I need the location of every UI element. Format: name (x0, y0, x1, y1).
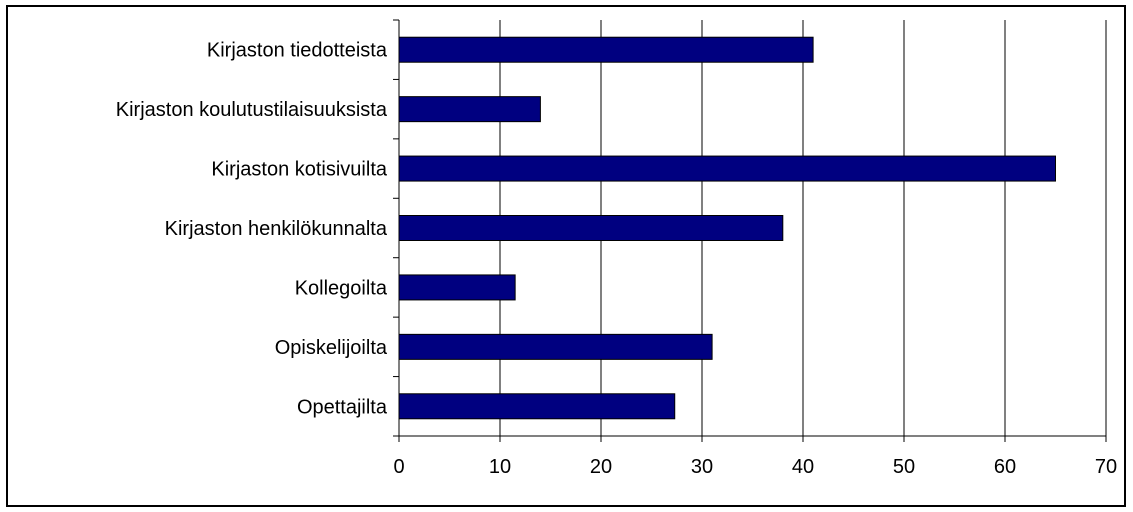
x-tick-label: 70 (1095, 456, 1117, 478)
axes (393, 19, 1107, 442)
x-tick-label: 60 (994, 456, 1016, 478)
x-tick-label: 30 (691, 456, 713, 478)
category-label: Kollegoilta (295, 277, 388, 299)
category-label: Kirjaston henkilökunnalta (165, 218, 388, 240)
x-tick-label: 50 (893, 456, 915, 478)
category-label: Opettajilta (297, 396, 388, 418)
category-label: Kirjaston kotisivuilta (211, 159, 388, 181)
x-tick-label: 10 (489, 456, 511, 478)
bars (398, 36, 1056, 420)
bar (398, 274, 516, 301)
bar (398, 155, 1056, 182)
bar (398, 333, 713, 360)
x-tick-label: 0 (393, 456, 404, 478)
x-tick-label: 20 (590, 456, 612, 478)
tick-labels: 0 10 20 30 40 50 60 70 (393, 456, 1117, 478)
chart-frame (6, 5, 1126, 507)
bar (398, 215, 784, 241)
bar (398, 36, 814, 63)
category-label: Opiskelijoilta (275, 337, 388, 359)
gridlines (499, 20, 1107, 436)
category-labels: Kirjaston tiedotteista Kirjaston koulutus… (116, 40, 388, 419)
bar (398, 393, 676, 420)
category-label: Kirjaston koulutustilaisuuksista (116, 99, 388, 121)
category-label: Kirjaston tiedotteista (207, 40, 388, 62)
x-tick-label: 40 (792, 456, 814, 478)
bar (398, 96, 541, 123)
